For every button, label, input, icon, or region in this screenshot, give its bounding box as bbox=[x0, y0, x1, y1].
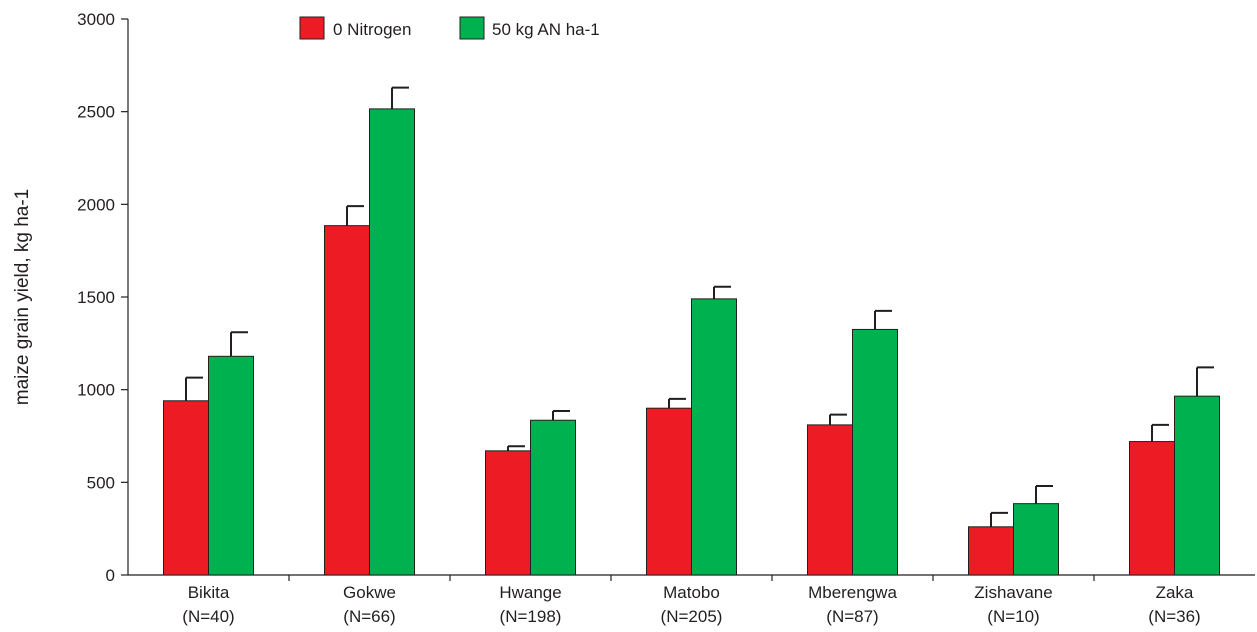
bar bbox=[208, 355, 254, 576]
x-tick-label: Matobo bbox=[663, 583, 720, 602]
bar bbox=[852, 328, 898, 576]
bar bbox=[324, 225, 370, 576]
x-tick-label-n: (N=66) bbox=[343, 607, 395, 626]
x-tick-label: Zishavane bbox=[974, 583, 1052, 602]
y-axis-label: maize grain yield, kg ha-1 bbox=[12, 189, 33, 406]
y-tick-label: 500 bbox=[87, 473, 115, 492]
bar bbox=[163, 400, 209, 576]
x-tick-label-n: (N=10) bbox=[987, 607, 1039, 626]
legend-label: 50 kg AN ha-1 bbox=[492, 20, 600, 39]
x-tick-label-n: (N=198) bbox=[500, 607, 562, 626]
x-tick-label-n: (N=40) bbox=[182, 607, 234, 626]
bar bbox=[485, 450, 531, 576]
legend-swatch bbox=[459, 16, 485, 40]
x-tick-label-n: (N=87) bbox=[826, 607, 878, 626]
legend-swatch bbox=[299, 16, 325, 40]
y-tick-label: 2500 bbox=[77, 103, 115, 122]
bar bbox=[968, 526, 1014, 576]
bar bbox=[807, 424, 853, 576]
x-tick-label-n: (N=205) bbox=[661, 607, 723, 626]
x-tick-label: Mberengwa bbox=[808, 583, 897, 602]
bar bbox=[1174, 395, 1220, 576]
x-tick-label-n: (N=36) bbox=[1148, 607, 1200, 626]
x-tick-label: Zaka bbox=[1156, 583, 1194, 602]
bar bbox=[646, 407, 692, 576]
x-tick-label: Bikita bbox=[188, 583, 230, 602]
legend-label: 0 Nitrogen bbox=[333, 20, 411, 39]
bar bbox=[691, 298, 737, 576]
x-tick-label: Hwange bbox=[499, 583, 561, 602]
bar bbox=[369, 108, 415, 576]
bar bbox=[530, 419, 576, 576]
x-tick-label: Gokwe bbox=[343, 583, 396, 602]
y-tick-label: 2000 bbox=[77, 195, 115, 214]
y-tick-label: 0 bbox=[106, 566, 115, 585]
y-tick-label: 1500 bbox=[77, 288, 115, 307]
bar bbox=[1013, 503, 1059, 576]
bar bbox=[1129, 441, 1175, 576]
y-tick-label: 1000 bbox=[77, 381, 115, 400]
y-tick-label: 3000 bbox=[77, 10, 115, 29]
